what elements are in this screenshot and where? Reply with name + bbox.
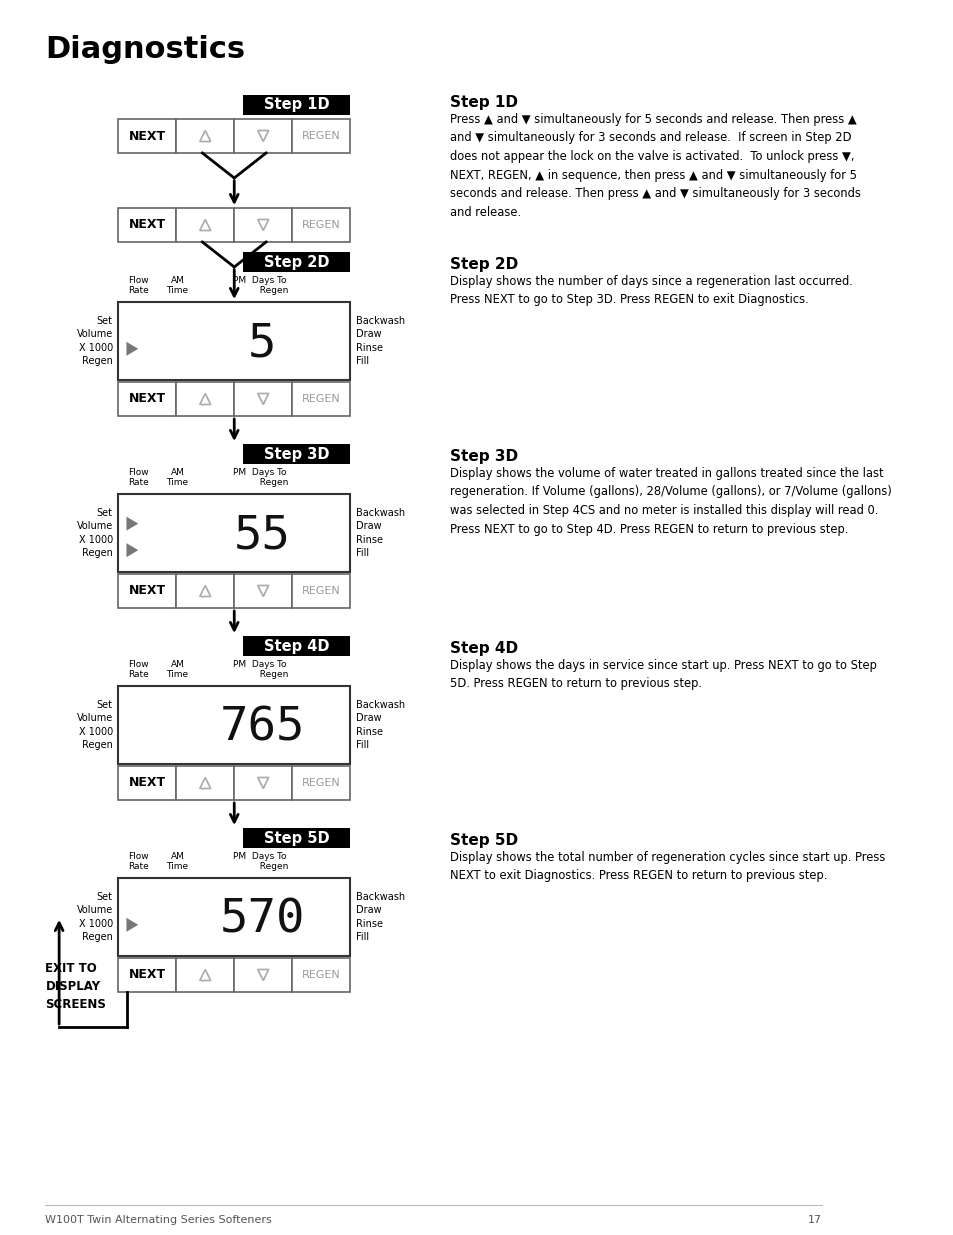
Bar — [118, 574, 176, 608]
Text: Step 4D: Step 4D — [450, 641, 517, 656]
Text: Step 1D: Step 1D — [450, 95, 517, 110]
Bar — [292, 574, 350, 608]
Bar — [234, 766, 292, 800]
Text: Flow
Rate: Flow Rate — [128, 275, 149, 295]
Text: Backwash
Draw
Rinse
Fill: Backwash Draw Rinse Fill — [355, 892, 404, 942]
Text: Backwash
Draw
Rinse
Fill: Backwash Draw Rinse Fill — [355, 316, 404, 366]
Bar — [243, 827, 350, 848]
Text: Backwash
Draw
Rinse
Fill: Backwash Draw Rinse Fill — [355, 700, 404, 750]
Text: Flow
Rate: Flow Rate — [128, 852, 149, 872]
Text: 765: 765 — [219, 705, 305, 751]
Text: Display shows the total number of regeneration cycles since start up. Press
NEXT: Display shows the total number of regene… — [450, 851, 884, 883]
Bar — [176, 766, 234, 800]
Bar — [118, 878, 350, 956]
Text: Flow
Rate: Flow Rate — [128, 468, 149, 488]
Text: Backwash
Draw
Rinse
Fill: Backwash Draw Rinse Fill — [355, 508, 404, 558]
Bar — [118, 303, 350, 380]
Text: Press ▲ and ▼ simultaneously for 5 seconds and release. Then press ▲
and ▼ simul: Press ▲ and ▼ simultaneously for 5 secon… — [450, 112, 861, 219]
Bar — [292, 382, 350, 416]
Bar — [118, 207, 176, 242]
Bar — [292, 119, 350, 153]
Bar — [118, 958, 176, 992]
Text: REGEN: REGEN — [301, 394, 340, 404]
Text: EXIT TO
DISPLAY
SCREENS: EXIT TO DISPLAY SCREENS — [46, 962, 106, 1011]
Bar — [234, 207, 292, 242]
Bar — [118, 494, 350, 572]
Bar — [234, 119, 292, 153]
Text: Set
Volume
X 1000
Regen: Set Volume X 1000 Regen — [76, 892, 112, 942]
Bar — [292, 766, 350, 800]
Bar — [292, 958, 350, 992]
Text: AM
Time: AM Time — [166, 659, 189, 679]
Bar — [118, 766, 176, 800]
Bar — [292, 207, 350, 242]
Text: Step 5D: Step 5D — [450, 832, 517, 848]
Bar — [243, 95, 350, 115]
Text: NEXT: NEXT — [129, 130, 166, 142]
Bar — [234, 958, 292, 992]
Text: AM
Time: AM Time — [166, 468, 189, 488]
Text: Display shows the number of days since a regeneration last occurred.
Press NEXT : Display shows the number of days since a… — [450, 275, 852, 306]
Text: Display shows the days in service since start up. Press NEXT to go to Step
5D. P: Display shows the days in service since … — [450, 659, 876, 690]
Bar — [243, 445, 350, 464]
Bar — [234, 382, 292, 416]
Text: NEXT: NEXT — [129, 584, 166, 598]
Polygon shape — [127, 342, 138, 356]
Text: Set
Volume
X 1000
Regen: Set Volume X 1000 Regen — [76, 700, 112, 750]
Text: Set
Volume
X 1000
Regen: Set Volume X 1000 Regen — [76, 508, 112, 558]
Text: Step 1D: Step 1D — [263, 98, 329, 112]
Text: Diagnostics: Diagnostics — [46, 35, 245, 64]
Text: REGEN: REGEN — [301, 969, 340, 981]
Text: Step 2D: Step 2D — [450, 257, 518, 272]
Text: Step 2D: Step 2D — [264, 254, 329, 269]
Text: Step 4D: Step 4D — [264, 638, 329, 653]
Text: PM  Days To
          Regen: PM Days To Regen — [231, 275, 288, 295]
Text: NEXT: NEXT — [129, 777, 166, 789]
Text: 570: 570 — [219, 898, 305, 942]
Text: Display shows the volume of water treated in gallons treated since the last
rege: Display shows the volume of water treate… — [450, 467, 891, 536]
Text: REGEN: REGEN — [301, 131, 340, 141]
Bar — [176, 958, 234, 992]
Polygon shape — [127, 918, 138, 931]
Text: PM  Days To
          Regen: PM Days To Regen — [231, 659, 288, 679]
Bar — [234, 574, 292, 608]
Bar — [118, 119, 176, 153]
Text: Flow
Rate: Flow Rate — [128, 659, 149, 679]
Text: AM
Time: AM Time — [166, 852, 189, 872]
Text: REGEN: REGEN — [301, 220, 340, 230]
Bar — [243, 252, 350, 272]
Polygon shape — [127, 543, 138, 557]
Text: 17: 17 — [807, 1215, 821, 1225]
Bar — [176, 207, 234, 242]
Text: Step 5D: Step 5D — [263, 830, 329, 846]
Bar — [118, 685, 350, 764]
Text: Step 3D: Step 3D — [264, 447, 329, 462]
Text: PM  Days To
          Regen: PM Days To Regen — [231, 468, 288, 488]
Text: Step 3D: Step 3D — [450, 450, 517, 464]
Text: AM
Time: AM Time — [166, 275, 189, 295]
Text: Set
Volume
X 1000
Regen: Set Volume X 1000 Regen — [76, 316, 112, 366]
Text: NEXT: NEXT — [129, 968, 166, 982]
Bar — [176, 574, 234, 608]
Text: NEXT: NEXT — [129, 393, 166, 405]
Text: REGEN: REGEN — [301, 585, 340, 597]
Bar — [176, 382, 234, 416]
Text: 5: 5 — [248, 321, 276, 367]
Text: NEXT: NEXT — [129, 219, 166, 231]
Text: W100T Twin Alternating Series Softeners: W100T Twin Alternating Series Softeners — [46, 1215, 272, 1225]
Bar — [176, 119, 234, 153]
Bar — [243, 636, 350, 656]
Text: 55: 55 — [233, 514, 291, 558]
Text: REGEN: REGEN — [301, 778, 340, 788]
Bar — [118, 382, 176, 416]
Text: PM  Days To
          Regen: PM Days To Regen — [231, 852, 288, 872]
Polygon shape — [127, 516, 138, 531]
